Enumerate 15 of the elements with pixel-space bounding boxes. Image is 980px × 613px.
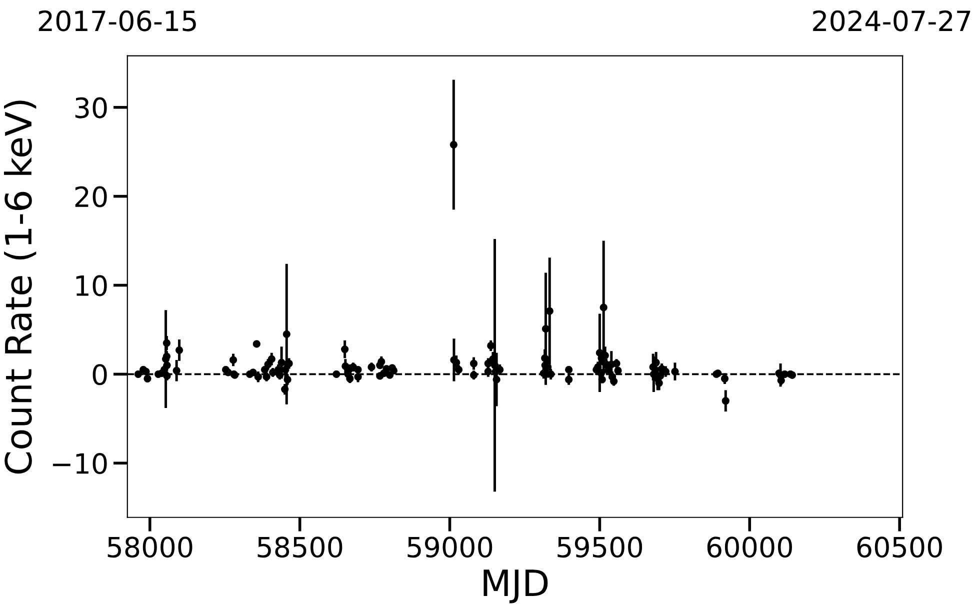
text: 2017-06-15 <box>38 10 196 32</box>
y-tick-label: 0 <box>92 364 107 386</box>
text: 2024-07-27 <box>813 10 970 32</box>
y-tick-label: 10 <box>76 275 107 296</box>
y-tick-label: 30 <box>75 97 107 118</box>
x-tick-label: 58500 <box>258 536 342 558</box>
x-tick-label: 58000 <box>108 536 192 558</box>
y-tick-label: −10 <box>52 453 107 474</box>
y-axis-title: Count Rate (1-6 keV) <box>4 100 36 474</box>
x-tick-label: 59500 <box>558 536 642 558</box>
x-axis-title: MJD <box>484 570 548 604</box>
x-tick-label: 60000 <box>707 536 792 558</box>
x-tick-label: 59000 <box>408 536 492 558</box>
y-tick-label: 20 <box>75 186 107 208</box>
x-tick-label: 60500 <box>857 536 942 558</box>
